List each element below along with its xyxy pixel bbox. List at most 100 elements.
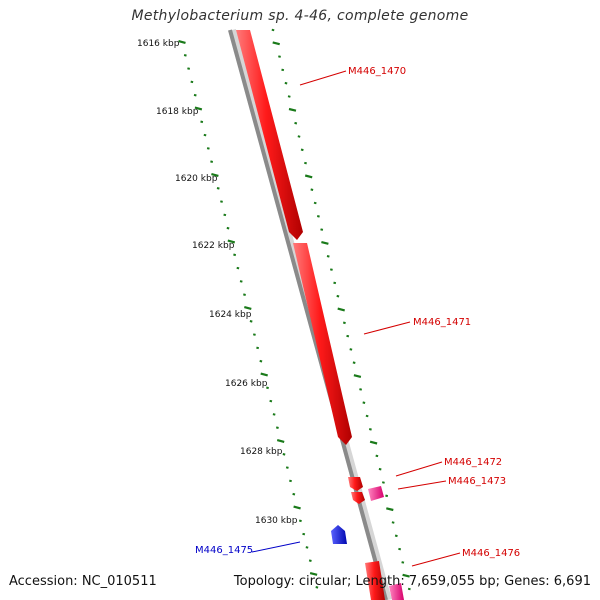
ruler-minor-tick (349, 348, 353, 351)
ruler-minor-tick (316, 215, 320, 218)
ruler-minor-tick (259, 359, 263, 363)
ruler-minor-tick (326, 255, 330, 258)
ruler-minor-tick (206, 147, 210, 150)
ruler-minor-tick (407, 587, 411, 591)
ruler-minor-tick (368, 428, 372, 431)
gene-features (236, 30, 404, 600)
ruler-label: 1622 kbp (192, 241, 235, 251)
ruler-major-tick (276, 439, 285, 443)
ruler-label: 1620 kbp (175, 174, 218, 184)
ruler-minor-tick (289, 479, 292, 483)
ruler-minor-tick (223, 213, 227, 217)
ruler-minor-tick (342, 321, 346, 325)
ruler-minor-tick (401, 561, 405, 564)
ruler-minor-tick (275, 426, 279, 429)
ruler-minor-tick (272, 413, 276, 416)
ruler-minor-tick (183, 54, 187, 57)
ruler-track-right (271, 28, 411, 591)
ruler-minor-tick (193, 93, 197, 97)
ruler-minor-tick (362, 401, 366, 404)
ruler-major-tick (178, 40, 186, 44)
ruler-minor-tick (313, 201, 317, 205)
ruler-minor-tick (385, 494, 389, 498)
ruler-major-tick (293, 505, 301, 510)
ruler-major-tick (369, 440, 378, 445)
gene-arrow-M446_1470[interactable] (236, 30, 303, 240)
ruler-minor-tick (398, 547, 402, 551)
ruler-labels: 1616 kbp 1618 kbp 1620 kbp 1622 kbp 1624… (137, 39, 298, 526)
ruler-major-tick (353, 374, 362, 378)
gene-label-M446_1475[interactable]: M446_1475 (195, 545, 253, 556)
ruler-minor-tick (252, 333, 256, 336)
ruler-minor-tick (333, 281, 337, 285)
ruler-minor-tick (336, 294, 340, 298)
ruler-minor-tick (394, 534, 398, 538)
ruler-minor-tick (310, 188, 314, 191)
ruler-minor-tick (266, 386, 269, 390)
ruler-minor-tick (249, 320, 253, 323)
ruler-minor-tick (359, 388, 363, 391)
gene-label-M446_1476[interactable]: M446_1476 (462, 548, 520, 559)
gene-arrow-M446_1473[interactable] (368, 486, 384, 501)
ruler-minor-tick (305, 546, 309, 549)
ruler-minor-tick (285, 466, 289, 469)
ruler-major-tick (194, 106, 203, 111)
ruler-minor-tick (304, 161, 307, 165)
ruler-label: 1630 kbp (255, 516, 298, 526)
gene-label-M446_1472[interactable]: M446_1472 (444, 457, 502, 468)
ruler-minor-tick (233, 253, 237, 257)
gene-arrow-extra (389, 583, 404, 600)
ruler-minor-tick (236, 266, 240, 270)
ruler-minor-tick (216, 187, 220, 190)
ruler-minor-tick (375, 454, 379, 458)
ruler-label: 1618 kbp (156, 107, 199, 117)
ruler-minor-tick (294, 121, 298, 125)
gene-label-M446_1471[interactable]: M446_1471 (413, 317, 471, 328)
ruler-minor-tick (187, 67, 191, 70)
gene-labels: M446_1470 M446_1471 M446_1472 M446_1473 … (195, 66, 520, 559)
gene-arrow-M446_1472-part2[interactable] (351, 492, 365, 504)
gene-label-M446_1470[interactable]: M446_1470 (348, 66, 406, 77)
ruler-major-tick (402, 573, 410, 578)
ruler-minor-tick (365, 414, 369, 418)
ruler-minor-tick (282, 453, 286, 456)
ruler-minor-tick (320, 228, 324, 231)
ruler-minor-tick (381, 481, 385, 484)
ruler-minor-tick (302, 532, 306, 536)
ruler-minor-tick (308, 559, 312, 562)
ruler-minor-tick (346, 334, 350, 338)
ruler-major-tick (386, 507, 394, 512)
ruler-minor-tick (298, 519, 302, 523)
ruler-minor-tick (352, 361, 356, 364)
ruler-minor-tick (200, 120, 204, 124)
ruler-minor-tick (190, 80, 194, 84)
ruler-major-tick (272, 41, 280, 46)
ruler-major-tick (321, 241, 329, 245)
ruler-label: 1624 kbp (209, 310, 252, 320)
gene-arrow-M446_1472[interactable] (348, 477, 363, 491)
ruler-major-tick (304, 174, 313, 179)
ruler-minor-tick (269, 399, 273, 403)
map-title: Methylobacterium sp. 4-46, complete geno… (131, 8, 469, 24)
gene-arrow-M446_1471[interactable] (293, 243, 352, 445)
ruler-label: 1628 kbp (240, 447, 283, 457)
ruler-track-left (178, 40, 319, 589)
accession-text: Accession: NC_010511 (9, 574, 157, 589)
ruler-minor-tick (378, 467, 382, 471)
gene-arrow-M446_1475[interactable] (331, 525, 347, 544)
gene-arrow-M446_1476[interactable] (365, 561, 385, 600)
genome-summary-text: Topology: circular; Length: 7,659,055 bp… (233, 574, 591, 589)
ruler-minor-tick (256, 346, 260, 350)
ruler-minor-tick (281, 68, 285, 72)
genome-backbone (228, 28, 392, 600)
ruler-minor-tick (292, 492, 296, 496)
gene-label-M446_1473[interactable]: M446_1473 (448, 476, 506, 487)
ruler-major-tick (288, 107, 297, 112)
ruler-minor-tick (210, 160, 214, 163)
ruler-label: 1626 kbp (225, 379, 268, 389)
ruler-minor-tick (271, 28, 275, 32)
ruler-minor-tick (287, 95, 291, 98)
ruler-minor-tick (284, 81, 288, 85)
ruler-minor-tick (300, 148, 304, 152)
